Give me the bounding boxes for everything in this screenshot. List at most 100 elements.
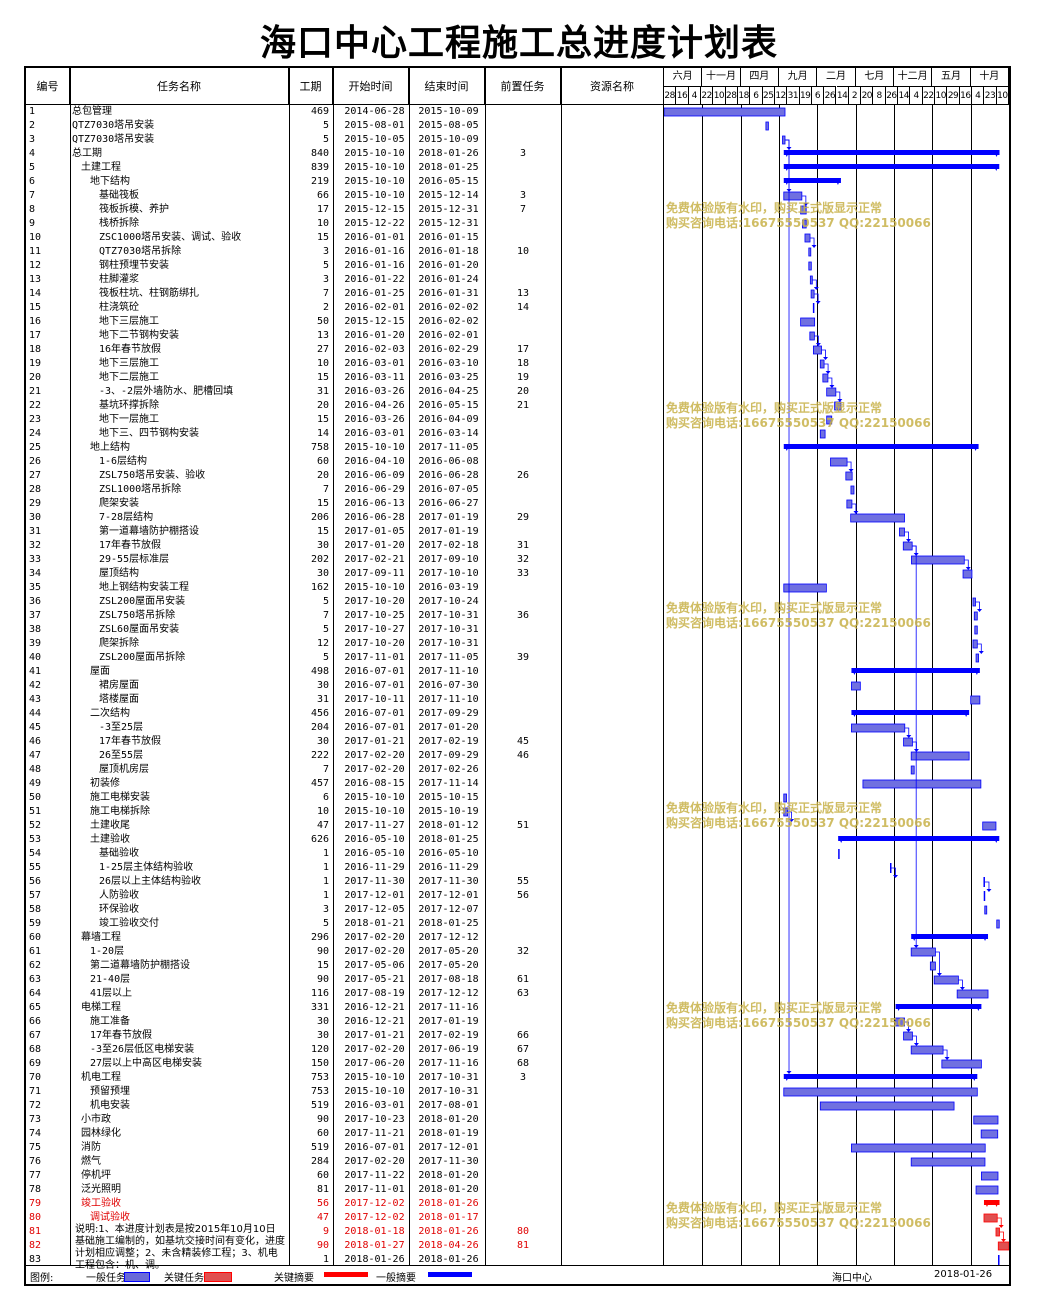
table-row[interactable]: 4 总工期 840 2015-10-10 2018-01-26 3 (26, 147, 663, 161)
task-duration: 3 (322, 904, 329, 915)
table-row[interactable]: 16 地下三层施工 50 2015-12-15 2016-02-02 (26, 315, 663, 329)
table-row[interactable]: 63 21-40层 90 2017-05-21 2017-08-18 61 (26, 973, 663, 987)
task-number: 3 (29, 134, 36, 145)
table-row[interactable]: 37 ZSL750塔吊拆除 7 2017-10-25 2017-10-31 36 (26, 609, 663, 623)
task-duration: 840 (310, 148, 329, 159)
task-name: 基础筏板 (99, 190, 139, 201)
table-row[interactable]: 25 地上结构 758 2015-10-10 2017-11-05 (26, 441, 663, 455)
table-row[interactable]: 48 屋顶机房层 7 2017-02-20 2017-02-26 (26, 763, 663, 777)
table-row[interactable]: 21 -3、-2层外墙防水、肥槽回填 31 2016-03-26 2016-04-25 2… (26, 385, 663, 399)
table-row[interactable]: 70 机电工程 753 2015-10-10 2017-10-31 3 (26, 1071, 663, 1085)
task-number: 61 (29, 946, 42, 957)
table-row[interactable]: 78 泛光照明 81 2017-11-01 2018-01-20 (26, 1183, 663, 1197)
table-row[interactable]: 65 电梯工程 331 2016-12-21 2017-11-16 (26, 1001, 663, 1015)
table-row[interactable]: 54 基础验收 1 2016-05-10 2016-05-10 (26, 847, 663, 861)
table-row[interactable]: 46 17年春节放假 30 2017-01-21 2017-02-19 45 (26, 735, 663, 749)
table-row[interactable]: 62 第二道幕墙防护棚搭设 15 2017-05-06 2017-05-20 (26, 959, 663, 973)
table-row[interactable]: 29 爬架安装 15 2016-06-13 2016-06-27 (26, 497, 663, 511)
table-row[interactable]: 72 机电安装 519 2016-03-01 2017-08-01 (26, 1099, 663, 1113)
table-row[interactable]: 52 土建收尾 47 2017-11-27 2018-01-12 51 (26, 819, 663, 833)
table-row[interactable]: 11 QTZ7030塔吊拆除 3 2016-01-16 2016-01-18 10 (26, 245, 663, 259)
gantt-task-bar (782, 135, 786, 145)
table-row[interactable]: 71 预留预埋 753 2015-10-10 2017-10-31 (26, 1085, 663, 1099)
table-row[interactable]: 20 地下二层施工 15 2016-03-11 2016-03-25 19 (26, 371, 663, 385)
table-row[interactable]: 3 QTZ7030塔吊安装 5 2015-10-05 2015-10-09 (26, 133, 663, 147)
table-row[interactable]: 33 29-55层标准层 202 2017-02-21 2017-09-10 32 (26, 553, 663, 567)
table-row[interactable]: 74 园林绿化 60 2017-11-21 2018-01-19 (26, 1127, 663, 1141)
table-row[interactable]: 1 总包管理 469 2014-06-28 2015-10-09 (26, 105, 663, 119)
table-row[interactable]: 35 地上钢结构安装工程 162 2015-10-10 2016-03-19 (26, 581, 663, 595)
table-row[interactable]: 30 7-28层结构 206 2016-06-28 2017-01-19 29 (26, 511, 663, 525)
table-row[interactable]: 73 小市政 90 2017-10-23 2018-01-20 (26, 1113, 663, 1127)
table-row[interactable]: 76 燃气 284 2017-02-20 2017-11-30 (26, 1155, 663, 1169)
table-row[interactable]: 17 地下二节钢构安装 13 2016-01-20 2016-02-01 (26, 329, 663, 343)
table-row[interactable]: 42 裙房屋面 30 2016-07-01 2016-07-30 (26, 679, 663, 693)
table-row[interactable]: 47 26至55层 222 2017-02-20 2017-09-29 46 (26, 749, 663, 763)
table-row[interactable]: 18 16年春节放假 27 2016-02-03 2016-02-29 17 (26, 343, 663, 357)
task-number: 67 (29, 1030, 42, 1041)
timescale-day: 14 (898, 86, 911, 104)
table-row[interactable]: 31 第一道幕墙防护棚搭设 15 2017-01-05 2017-01-19 (26, 525, 663, 539)
table-row[interactable]: 9 栈桥拆除 10 2015-12-22 2015-12-31 (26, 217, 663, 231)
table-row[interactable]: 68 -3至26层低区电梯安装 120 2017-02-20 2017-06-19 67 (26, 1043, 663, 1057)
table-row[interactable]: 34 屋顶结构 30 2017-09-11 2017-10-10 33 (26, 567, 663, 581)
table-row[interactable]: 57 人防验收 1 2017-12-01 2017-12-01 56 (26, 889, 663, 903)
table-row[interactable]: 40 ZSL200屋面吊拆除 5 2017-11-01 2017-11-05 39 (26, 651, 663, 665)
table-row[interactable]: 41 屋面 498 2016-07-01 2017-11-10 (26, 665, 663, 679)
task-number: 29 (29, 498, 42, 509)
table-row[interactable]: 60 幕墙工程 296 2017-02-20 2017-12-12 (26, 931, 663, 945)
table-row[interactable]: 10 ZSC1000塔吊安装、调试、验收 15 2016-01-01 2016-01-1… (26, 231, 663, 245)
task-duration: 10 (316, 218, 329, 229)
table-row[interactable]: 14 筏板柱坑、柱钢筋绑扎 7 2016-01-25 2016-01-31 13 (26, 287, 663, 301)
table-row[interactable]: 5 土建工程 839 2015-10-10 2018-01-25 (26, 161, 663, 175)
task-end: 2017-11-10 (418, 694, 479, 705)
table-row[interactable]: 43 塔楼屋面 31 2017-10-11 2017-11-10 (26, 693, 663, 707)
table-row[interactable]: 64 41层以上 116 2017-08-19 2017-12-12 63 (26, 987, 663, 1001)
table-row[interactable]: 27 ZSL750塔吊安装、验收 20 2016-06-09 2016-06-28 26 (26, 469, 663, 483)
table-row[interactable]: 6 地下结构 219 2015-10-10 2016-05-15 (26, 175, 663, 189)
table-row[interactable]: 23 地下一层施工 15 2016-03-26 2016-04-09 (26, 413, 663, 427)
task-number: 57 (29, 890, 42, 901)
table-row[interactable]: 59 竣工验收交付 5 2018-01-21 2018-01-25 (26, 917, 663, 931)
table-row[interactable]: 44 二次结构 456 2016-07-01 2017-09-29 (26, 707, 663, 721)
table-row[interactable]: 61 1-20层 90 2017-02-20 2017-05-20 32 (26, 945, 663, 959)
table-row[interactable]: 39 爬架拆除 12 2017-10-20 2017-10-31 (26, 637, 663, 651)
table-row[interactable]: 26 1-6层结构 60 2016-04-10 2016-06-08 (26, 455, 663, 469)
table-row[interactable]: 69 27层以上中高区电梯安装 150 2017-06-20 2017-11-16 68 (26, 1057, 663, 1071)
table-row[interactable]: 12 钢柱预埋节安装 5 2016-01-16 2016-01-20 (26, 259, 663, 273)
gantt-link-arrow (1001, 1239, 1007, 1242)
table-row[interactable]: 81 9 2018-01-18 2018-01-26 80 (26, 1225, 663, 1239)
table-row[interactable]: 67 17年春节放假 30 2017-01-21 2017-02-19 66 (26, 1029, 663, 1043)
task-duration: 758 (310, 442, 329, 453)
table-row[interactable]: 15 柱浇筑砼 2 2016-02-01 2016-02-02 14 (26, 301, 663, 315)
table-row[interactable]: 8 筏板拆模、养护 17 2015-12-15 2015-12-31 7 (26, 203, 663, 217)
table-row[interactable]: 79 竣工验收 56 2017-12-02 2018-01-26 (26, 1197, 663, 1211)
table-row[interactable]: 49 初装修 457 2016-08-15 2017-11-14 (26, 777, 663, 791)
table-row[interactable]: 83 1 2018-01-26 2018-01-26 (26, 1253, 663, 1267)
table-row[interactable]: 77 停机坪 60 2017-11-22 2018-01-20 (26, 1169, 663, 1183)
table-row[interactable]: 50 施工电梯安装 6 2015-10-10 2015-10-15 (26, 791, 663, 805)
table-row[interactable]: 2 QTZ7030塔吊安装 5 2015-08-01 2015-08-05 (26, 119, 663, 133)
table-row[interactable]: 32 17年春节放假 30 2017-01-20 2017-02-18 31 (26, 539, 663, 553)
task-duration: 219 (310, 176, 329, 187)
table-row[interactable]: 13 柱脚灌浆 3 2016-01-22 2016-01-24 (26, 273, 663, 287)
table-row[interactable]: 45 -3至25层 204 2016-07-01 2017-01-20 (26, 721, 663, 735)
table-row[interactable]: 51 施工电梯拆除 10 2015-10-10 2015-10-19 (26, 805, 663, 819)
task-start: 2016-07-01 (344, 680, 405, 691)
table-row[interactable]: 58 环保验收 3 2017-12-05 2017-12-07 (26, 903, 663, 917)
table-row[interactable]: 55 1-25层主体结构验收 1 2016-11-29 2016-11-29 (26, 861, 663, 875)
table-row[interactable]: 53 土建验收 626 2016-05-10 2018-01-25 (26, 833, 663, 847)
table-row[interactable]: 80 调试验收 47 2017-12-02 2018-01-17 (26, 1211, 663, 1225)
table-row[interactable]: 28 ZSL1000塔吊拆除 7 2016-06-29 2016-07-05 (26, 483, 663, 497)
table-row[interactable]: 38 ZSL60屋面吊安装 5 2017-10-27 2017-10-31 (26, 623, 663, 637)
table-row[interactable]: 56 26层以上主体结构验收 1 2017-11-30 2017-11-30 55 (26, 875, 663, 889)
table-row[interactable]: 19 地下三层施工 10 2016-03-01 2016-03-10 18 (26, 357, 663, 371)
table-row[interactable]: 7 基础筏板 66 2015-10-10 2015-12-14 3 (26, 189, 663, 203)
gantt-summary-cap (983, 1200, 990, 1207)
table-row[interactable]: 24 地下三、四节钢构安装 14 2016-03-01 2016-03-14 (26, 427, 663, 441)
table-row[interactable]: 66 施工准备 30 2016-12-21 2017-01-19 (26, 1015, 663, 1029)
table-row[interactable]: 22 基坑环撑拆除 20 2016-04-26 2016-05-15 21 (26, 399, 663, 413)
table-row[interactable]: 82 90 2018-01-27 2018-04-26 81 (26, 1239, 663, 1253)
table-row[interactable]: 75 消防 519 2016-07-01 2017-12-01 (26, 1141, 663, 1155)
table-row[interactable]: 36 ZSL200屋面吊安装 5 2017-10-20 2017-10-24 (26, 595, 663, 609)
